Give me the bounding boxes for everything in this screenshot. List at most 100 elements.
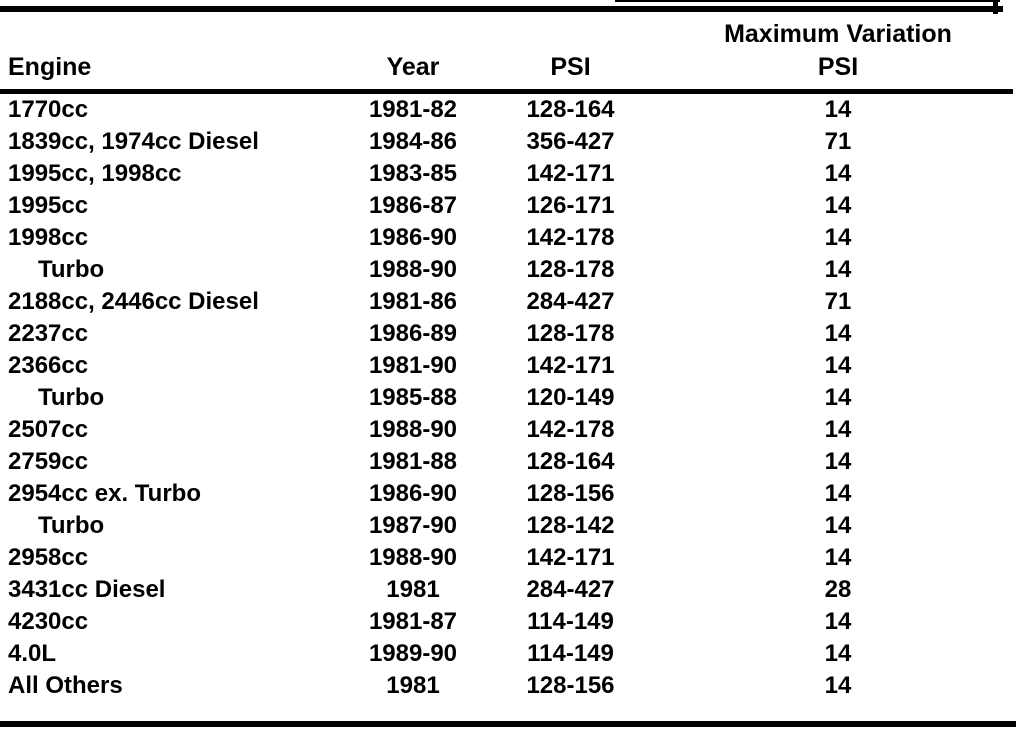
table-row: 1770cc 1981-82 128-164 14: [0, 92, 1013, 127]
psi-cell: 142-178: [526, 224, 615, 251]
column-header-engine: Engine: [0, 0, 348, 94]
table-row: 4.0L 1989-90 114-149 14: [0, 638, 1013, 670]
table-row: 2954cc ex. Turbo 1986-90 128-156 14: [0, 478, 1013, 510]
engine-cell: Turbo: [38, 256, 105, 283]
table-bottom-rule: [0, 721, 1016, 727]
psi-cell: 356-427: [526, 128, 615, 155]
psi-cell: 126-171: [526, 192, 615, 219]
max-variation-psi-cell: 14: [824, 448, 852, 475]
max-variation-psi-cell: 14: [824, 416, 852, 443]
table-row: Turbo 1985-88 120-149 14: [0, 382, 1013, 414]
table-row: 1995cc, 1998cc 1983-85 142-171 14: [0, 158, 1013, 190]
year-cell: 1985-88: [368, 384, 458, 411]
engine-cell: 3431cc Diesel: [8, 576, 166, 603]
year-cell: 1981-86: [368, 288, 458, 315]
psi-cell: 128-142: [526, 512, 615, 539]
year-cell: 1989-90: [368, 640, 458, 667]
engine-cell: 2759cc: [8, 448, 89, 475]
year-cell: 1981-88: [368, 448, 458, 475]
table-row: 2958cc 1988-90 142-171 14: [0, 542, 1013, 574]
header-row: Engine Year PSI Maximum Variation PSI: [0, 0, 1013, 94]
engine-cell: 2237cc: [8, 320, 89, 347]
psi-cell: 128-164: [526, 96, 615, 123]
engine-cell: Turbo: [38, 384, 105, 411]
psi-cell: 128-164: [526, 448, 615, 475]
year-cell: 1986-87: [368, 192, 458, 219]
psi-cell: 120-149: [526, 384, 615, 411]
max-variation-psi-cell: 28: [824, 576, 852, 603]
table-row: 1839cc, 1974cc Diesel 1984-86 356-427 71: [0, 126, 1013, 158]
year-cell: 1987-90: [368, 512, 458, 539]
psi-cell: 142-171: [526, 160, 615, 187]
table-row: 2188cc, 2446cc Diesel 1981-86 284-427 71: [0, 286, 1013, 318]
table-body: 1770cc 1981-82 128-164 14 1839cc, 1974cc Die…: [0, 92, 1013, 703]
column-header-psi: PSI: [478, 0, 663, 94]
year-cell: 1981: [386, 576, 440, 603]
psi-cell: 284-427: [526, 576, 615, 603]
table-row: Turbo 1988-90 128-178 14: [0, 254, 1013, 286]
year-cell: 1983-85: [368, 160, 458, 187]
max-variation-psi-cell: 14: [824, 384, 852, 411]
year-cell: 1986-89: [368, 320, 458, 347]
engine-cell: All Others: [8, 672, 123, 699]
psi-cell: 284-427: [526, 288, 615, 315]
max-variation-psi-cell: 14: [824, 160, 852, 187]
engine-cell: 1998cc: [8, 224, 89, 251]
engine-cell: 4.0L: [8, 640, 57, 667]
max-variation-psi-cell: 14: [824, 320, 852, 347]
engine-cell: Turbo: [38, 512, 105, 539]
max-variation-psi-cell: 14: [824, 480, 852, 507]
engine-cell: 2188cc, 2446cc Diesel: [8, 288, 259, 315]
year-cell: 1988-90: [368, 544, 458, 571]
max-variation-psi-cell: 14: [824, 192, 852, 219]
max-variation-psi-cell: 14: [824, 352, 852, 379]
engine-cell: 1995cc: [8, 192, 89, 219]
max-variation-psi-cell: 14: [824, 96, 852, 123]
max-variation-psi-cell: 71: [824, 128, 852, 155]
engine-cell: 2954cc ex. Turbo: [8, 480, 201, 507]
year-cell: 1981-90: [368, 352, 458, 379]
table-row: 1995cc 1986-87 126-171 14: [0, 190, 1013, 222]
engine-cell: 4230cc: [8, 608, 89, 635]
max-variation-psi-cell: 14: [824, 512, 852, 539]
engine-compression-spec-table: Engine Year PSI Maximum Variation PSI 17…: [0, 0, 1013, 703]
table-row: 2366cc 1981-90 142-171 14: [0, 350, 1013, 382]
engine-cell: 2366cc: [8, 352, 89, 379]
year-cell: 1981-82: [368, 96, 458, 123]
year-cell: 1988-90: [368, 416, 458, 443]
psi-cell: 128-178: [526, 256, 615, 283]
column-header-year: Year: [348, 0, 478, 94]
table-row: 2507cc 1988-90 142-178 14: [0, 414, 1013, 446]
max-variation-header-line1: Maximum Variation: [724, 20, 952, 48]
psi-cell: 142-171: [526, 352, 615, 379]
table-row: 2759cc 1981-88 128-164 14: [0, 446, 1013, 478]
psi-cell: 128-156: [526, 480, 615, 507]
engine-cell: 2507cc: [8, 416, 89, 443]
psi-cell: 142-171: [526, 544, 615, 571]
engine-cell: 1770cc: [8, 96, 89, 123]
engine-cell: 2958cc: [8, 544, 89, 571]
max-variation-psi-cell: 14: [824, 224, 852, 251]
year-cell: 1986-90: [368, 480, 458, 507]
column-header-max-variation-psi: Maximum Variation PSI: [663, 0, 1013, 94]
table-row: 4230cc 1981-87 114-149 14: [0, 606, 1013, 638]
table-row: 2237cc 1986-89 128-178 14: [0, 318, 1013, 350]
year-cell: 1981-87: [368, 608, 458, 635]
psi-cell: 128-178: [526, 320, 615, 347]
max-variation-psi-cell: 14: [824, 256, 852, 283]
psi-cell: 114-149: [527, 608, 614, 635]
max-variation-psi-cell: 14: [824, 672, 852, 699]
psi-cell: 128-156: [526, 672, 615, 699]
table-row: All Others 1981 128-156 14: [0, 670, 1013, 702]
table-header: Engine Year PSI Maximum Variation PSI: [0, 0, 1013, 94]
table-row: 1998cc 1986-90 142-178 14: [0, 222, 1013, 254]
max-variation-psi-cell: 14: [824, 640, 852, 667]
engine-cell: 1995cc, 1998cc: [8, 160, 182, 187]
max-variation-psi-cell: 14: [824, 544, 852, 571]
year-cell: 1984-86: [368, 128, 458, 155]
engine-cell: 1839cc, 1974cc Diesel: [8, 128, 259, 155]
table-row: Turbo 1987-90 128-142 14: [0, 510, 1013, 542]
psi-cell: 142-178: [526, 416, 615, 443]
year-cell: 1986-90: [368, 224, 458, 251]
